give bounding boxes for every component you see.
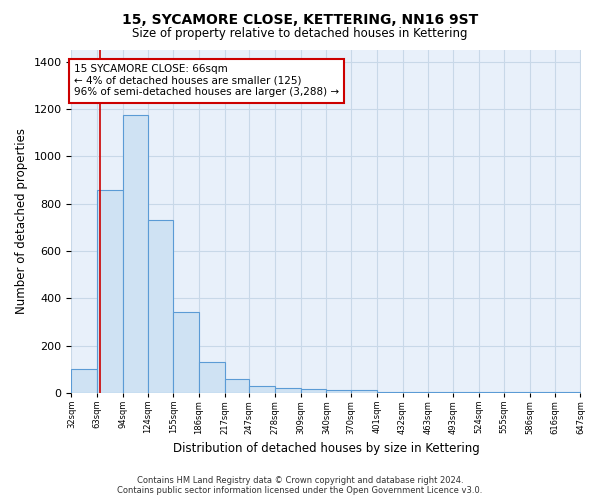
Bar <box>97 190 123 393</box>
Bar <box>301 390 326 393</box>
Y-axis label: Number of detached properties: Number of detached properties <box>15 128 28 314</box>
Text: Contains HM Land Registry data © Crown copyright and database right 2024.
Contai: Contains HM Land Registry data © Crown c… <box>118 476 482 495</box>
Bar <box>250 386 275 393</box>
Bar <box>453 392 479 393</box>
Bar <box>377 392 403 393</box>
X-axis label: Distribution of detached houses by size in Kettering: Distribution of detached houses by size … <box>173 442 479 455</box>
Bar <box>505 392 530 393</box>
Bar <box>199 362 224 393</box>
Bar <box>71 369 97 393</box>
Bar <box>530 392 555 393</box>
Text: Size of property relative to detached houses in Kettering: Size of property relative to detached ho… <box>132 28 468 40</box>
Bar <box>326 390 351 393</box>
Bar <box>173 312 199 393</box>
Bar <box>351 390 377 393</box>
Text: 15 SYCAMORE CLOSE: 66sqm
← 4% of detached houses are smaller (125)
96% of semi-d: 15 SYCAMORE CLOSE: 66sqm ← 4% of detache… <box>74 64 339 98</box>
Bar <box>555 392 580 393</box>
Bar <box>428 392 453 393</box>
Text: 15, SYCAMORE CLOSE, KETTERING, NN16 9ST: 15, SYCAMORE CLOSE, KETTERING, NN16 9ST <box>122 12 478 26</box>
Bar <box>479 392 505 393</box>
Bar <box>275 388 301 393</box>
Bar <box>403 392 428 393</box>
Bar <box>148 220 173 393</box>
Bar <box>123 115 148 393</box>
Bar <box>224 378 250 393</box>
